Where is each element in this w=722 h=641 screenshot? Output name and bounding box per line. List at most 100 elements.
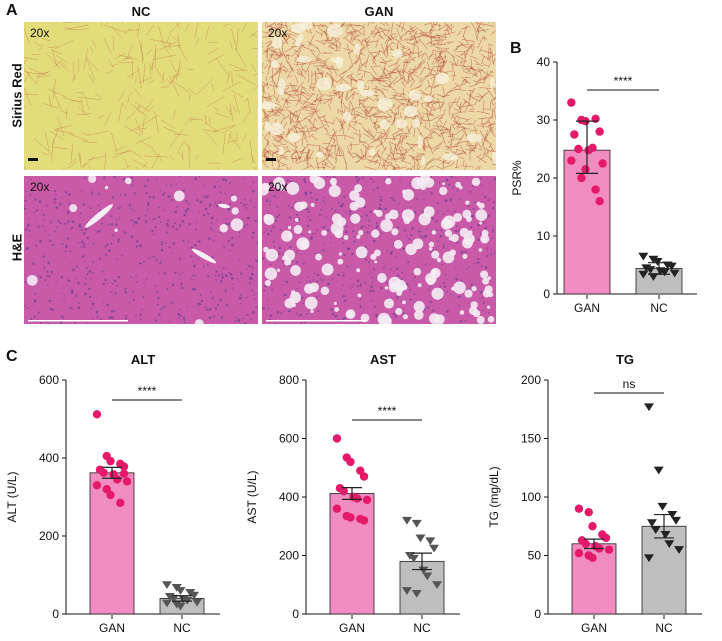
cell-nucleus [165,305,168,308]
cell-nucleus [24,205,26,207]
collagen-fiber [455,54,465,60]
cell-nucleus [131,180,134,183]
collagen-fiber [473,100,478,106]
cell-nucleus [435,248,438,251]
cell-nucleus [166,288,169,291]
collagen-fiber [358,98,368,106]
cell-nucleus [396,226,400,229]
collagen-fiber [281,98,291,104]
cell-nucleus [180,314,182,317]
cell-nucleus [389,268,392,270]
cell-nucleus [70,227,73,230]
collagen-fiber [432,43,446,46]
data-point [674,546,685,554]
cell-nucleus [181,219,184,223]
cell-nucleus [392,197,394,200]
collagen-fiber [86,100,89,109]
fat-vacuole [343,235,349,240]
cell-nucleus [308,309,310,312]
collagen-fiber [313,124,326,131]
collagen-fiber [293,84,299,96]
cell-nucleus [33,211,36,214]
cell-nucleus [125,232,128,234]
data-point [168,594,179,603]
collagen-fiber [463,71,470,74]
collagen-fiber [452,84,461,90]
data-point [171,600,182,609]
cell-nucleus [494,178,496,181]
cell-nucleus [116,218,118,221]
collagen-fiber [444,22,451,30]
cell-nucleus [449,293,452,296]
collagen-fiber [204,122,220,133]
collagen-fiber [456,59,459,66]
fat-vacuole [281,230,293,242]
lipid-droplet [403,105,418,118]
collagen-fiber [406,115,420,119]
lipid-droplet [295,37,302,47]
collagen-fiber [317,88,321,94]
collagen-fiber [165,45,182,47]
fat-vacuole [281,256,286,261]
cell-nucleus [490,248,492,250]
cell-nucleus [488,311,490,314]
collagen-fiber [378,75,388,77]
collagen-fiber [295,122,299,130]
collagen-fiber [415,168,420,170]
cell-nucleus [445,178,449,182]
fat-vacuole [321,229,328,236]
cell-nucleus [130,276,132,279]
cell-nucleus [210,227,213,230]
fat-vacuole [424,177,435,188]
collagen-fiber [227,131,232,144]
collagen-fiber [470,68,480,71]
collagen-fiber [440,102,446,108]
cell-nucleus [491,228,494,231]
collagen-fiber [303,93,314,105]
cell-nucleus [371,276,374,279]
data-point [346,513,355,522]
collagen-fiber [150,39,173,44]
fat-vacuole [380,219,393,232]
fat-vacuole [428,241,435,248]
cell-nucleus [376,186,379,189]
fat-vacuole [384,286,389,290]
collagen-fiber [24,72,31,83]
cell-nucleus [64,222,67,225]
cell-nucleus [51,243,54,247]
cell-nucleus [202,214,206,217]
collagen-fiber [205,25,210,40]
data-point [577,173,586,183]
cell-nucleus [437,240,440,242]
cell-nucleus [295,252,298,254]
fat-vacuole [431,269,437,275]
collagen-fiber [371,76,374,84]
collagen-fiber [487,125,496,138]
cell-nucleus [46,270,49,273]
cell-nucleus [469,190,472,193]
collagen-fiber [447,138,453,144]
collagen-fiber [334,147,339,161]
cell-nucleus [411,279,414,281]
lipid-droplet [411,118,420,128]
data-point [669,269,680,278]
collagen-fiber [346,43,351,53]
collagen-fiber [161,71,165,83]
collagen-fiber [303,149,311,161]
cell-nucleus [363,211,366,214]
cell-nucleus [144,184,147,188]
collagen-fiber [407,70,420,79]
collagen-fiber [470,58,473,70]
collagen-fiber [346,73,354,77]
cell-nucleus [472,185,474,188]
collagen-fiber [131,59,134,80]
cell-nucleus [25,190,27,193]
collagen-fiber [267,81,269,89]
y-tick-label: 40 [537,55,551,69]
collagen-fiber [252,167,258,170]
cell-nucleus [343,195,346,198]
cell-nucleus [214,274,217,277]
collagen-fiber [286,165,289,170]
collagen-fiber [462,39,475,42]
cell-nucleus [154,226,157,229]
